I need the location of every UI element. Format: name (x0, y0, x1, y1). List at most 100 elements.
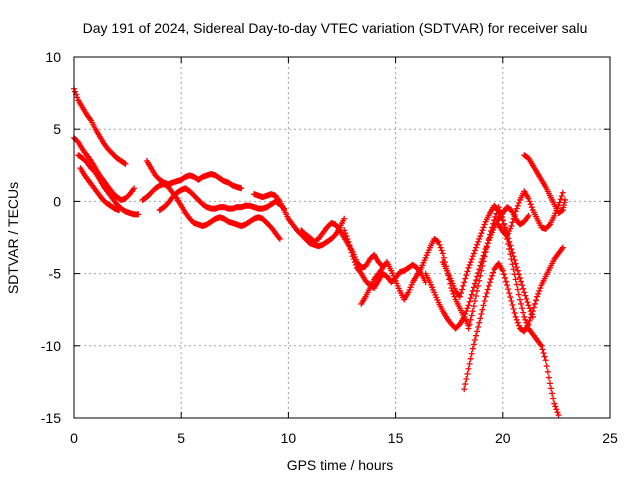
data-point (550, 395, 557, 402)
data-point (350, 256, 357, 263)
data-point (471, 337, 478, 344)
data-point (238, 185, 245, 192)
data-point (465, 325, 472, 332)
data-point (496, 207, 503, 214)
grid-lines (74, 57, 610, 418)
data-point (528, 311, 535, 318)
series-track-c (75, 152, 142, 218)
data-point (525, 212, 532, 219)
data-point (344, 235, 351, 242)
data-point (471, 298, 478, 305)
data-point (515, 199, 522, 206)
data-point (466, 261, 473, 268)
y-axis-title: SDTVAR / TECUs (5, 182, 21, 294)
data-point (511, 309, 518, 316)
data-point (522, 292, 529, 299)
data-point (466, 360, 473, 367)
data-point (555, 412, 562, 419)
data-point (490, 269, 497, 276)
data-point (351, 259, 358, 266)
data-point (478, 230, 485, 237)
data-point (508, 298, 515, 305)
data-point (484, 240, 491, 247)
data-point (489, 224, 496, 231)
data-point (473, 292, 479, 299)
data-point (466, 321, 473, 328)
series-track-q (521, 152, 568, 216)
data-point (513, 316, 520, 323)
data-point (469, 308, 476, 315)
data-point (486, 231, 493, 238)
data-point (507, 251, 514, 258)
data-point (545, 374, 552, 381)
data-point (521, 289, 528, 296)
data-point (465, 365, 472, 372)
data-point (526, 305, 533, 312)
data-point (525, 302, 532, 309)
data-point (470, 284, 477, 291)
x-tick-label: 10 (281, 430, 297, 446)
data-point (474, 241, 481, 248)
data-point (464, 305, 471, 312)
data-point (499, 267, 506, 274)
data-point (352, 261, 359, 268)
data-point (537, 285, 544, 292)
data-point (504, 282, 511, 289)
data-point (435, 238, 442, 245)
data-point (509, 261, 516, 268)
data-point (479, 227, 486, 234)
data-point (478, 267, 485, 274)
data-point (514, 286, 521, 293)
data-point (349, 253, 356, 260)
tick-labels: 0 5 10 15 20 25 -15 -10 -5 0 5 10 (41, 49, 618, 446)
data-point (514, 267, 521, 274)
data-point (523, 319, 530, 326)
y-tick-label: -15 (41, 410, 61, 426)
data-point (531, 300, 538, 307)
x-tick-label: 20 (495, 430, 511, 446)
data-point (476, 235, 483, 242)
data-point (346, 242, 353, 249)
data-point (480, 302, 487, 309)
data-point (476, 319, 483, 326)
data-point (486, 279, 493, 286)
data-point (467, 295, 474, 302)
data-point (539, 346, 546, 353)
data-point (551, 400, 558, 407)
data-point (513, 205, 520, 212)
data-point (460, 282, 467, 289)
series-track-p (495, 188, 566, 240)
data-points (71, 85, 568, 419)
data-point (462, 311, 469, 318)
data-point (474, 287, 481, 294)
data-point (512, 208, 519, 215)
data-point (497, 210, 504, 217)
series-track-o (465, 204, 562, 419)
data-point (483, 244, 490, 251)
data-point (559, 189, 566, 196)
data-point (469, 345, 476, 352)
data-point (479, 263, 486, 270)
data-point (500, 221, 507, 228)
data-point (500, 271, 507, 278)
data-point (482, 293, 489, 300)
data-point (473, 332, 479, 339)
data-point (543, 363, 550, 370)
data-point (516, 296, 523, 303)
data-point (488, 276, 495, 283)
data-point (477, 315, 484, 322)
data-point (503, 278, 510, 285)
data-point (461, 313, 468, 320)
data-point (508, 222, 515, 229)
data-point (466, 298, 473, 305)
data-point (468, 291, 475, 298)
data-point (513, 264, 520, 271)
data-point (505, 286, 512, 293)
data-point (491, 217, 498, 224)
data-point (464, 370, 471, 377)
data-point (507, 294, 514, 301)
data-point (131, 185, 138, 192)
data-point (525, 195, 532, 202)
data-point (538, 342, 545, 349)
